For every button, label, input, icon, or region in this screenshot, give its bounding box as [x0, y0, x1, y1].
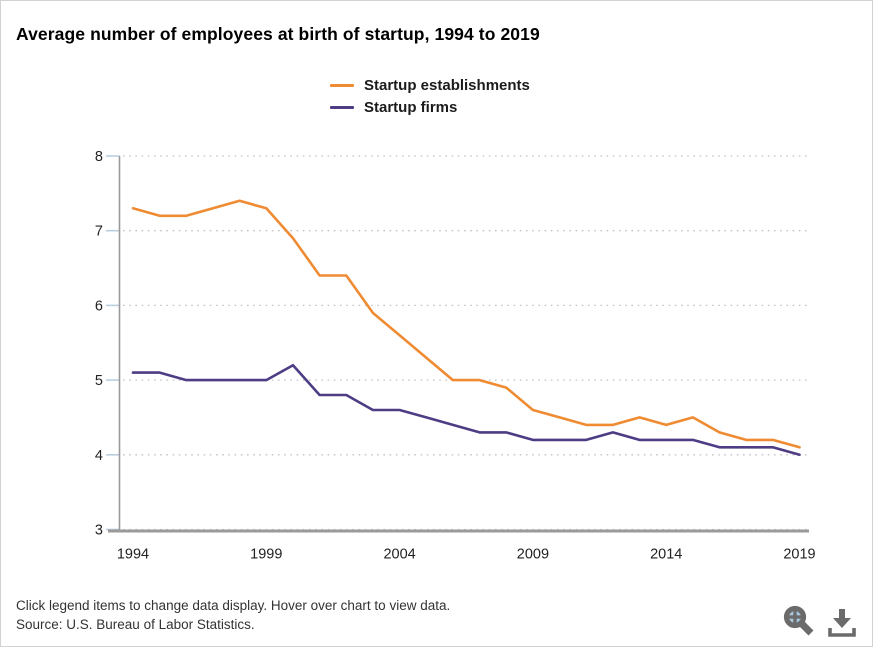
x-tick-label: 2009 [517, 547, 549, 563]
y-tick-label: 7 [95, 224, 103, 240]
series-line-startup-firms[interactable] [131, 363, 801, 457]
zoom-icon [783, 605, 814, 636]
legend-swatch-firms [330, 106, 354, 109]
legend-label-firms: Startup firms [364, 99, 458, 116]
legend-item-establishments[interactable]: Startup establishments [330, 77, 530, 94]
footer-hint: Click legend items to change data displa… [16, 598, 451, 613]
zoom-reset-button[interactable] [780, 603, 816, 640]
footer-source: Source: U.S. Bureau of Labor Statistics. [16, 617, 255, 632]
y-tick-label: 6 [95, 298, 103, 314]
y-tick-label: 3 [95, 523, 103, 539]
x-tick-label: 1994 [117, 547, 149, 563]
legend-item-firms[interactable]: Startup firms [330, 99, 530, 116]
legend-label-establishments: Startup establishments [364, 77, 530, 94]
chart-toolbar [780, 603, 858, 640]
chart-canvas[interactable]: 3 4 5 6 7 8 1994 1999 2004 2009 2014 2019 [1, 131, 873, 576]
x-tick-label: 2019 [783, 547, 815, 563]
y-tick-label: 4 [95, 448, 103, 464]
x-tick-label: 1999 [250, 547, 282, 563]
chart-footer: Click legend items to change data displa… [16, 596, 450, 634]
download-button[interactable] [826, 606, 858, 640]
legend: Startup establishments Startup firms [330, 77, 530, 121]
x-tick-label: 2004 [383, 547, 415, 563]
y-tick-label: 8 [95, 149, 103, 165]
page-title: Average number of employees at birth of … [16, 23, 540, 44]
legend-swatch-establishments [330, 84, 354, 87]
y-tick-label: 5 [95, 373, 103, 389]
series-line-startup-establishments[interactable] [131, 199, 801, 449]
x-tick-label: 2014 [650, 547, 682, 563]
download-icon [828, 609, 856, 637]
